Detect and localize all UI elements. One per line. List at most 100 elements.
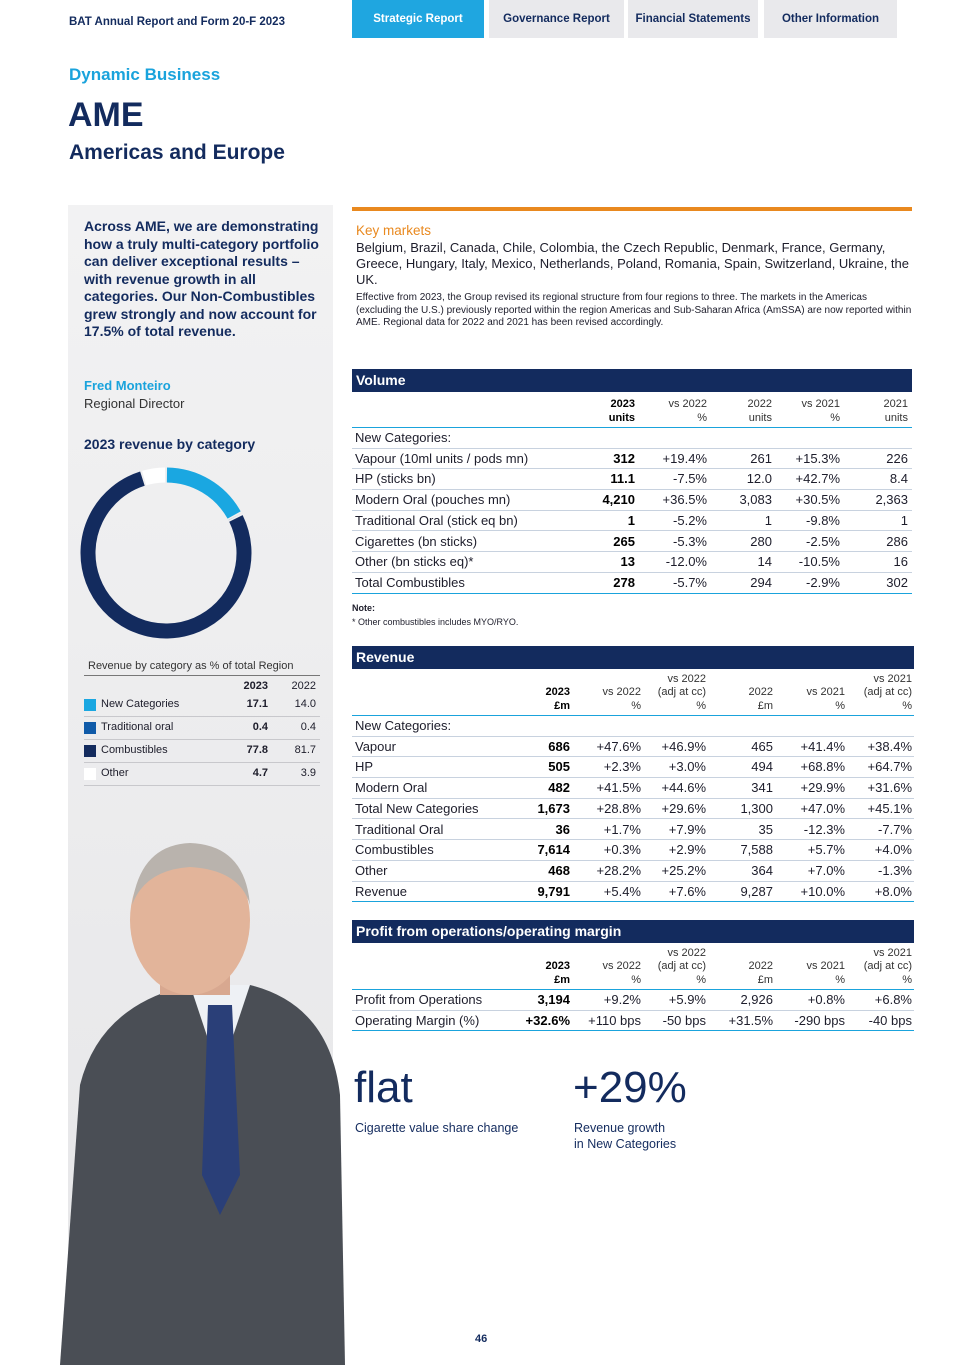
tab[interactable]: Strategic Report bbox=[352, 0, 484, 38]
table-cell: +38.4% bbox=[867, 738, 912, 754]
legend-value: 14.0 bbox=[294, 698, 316, 710]
table-cell: +2.3% bbox=[603, 759, 641, 775]
person-name: Fred Monteiro bbox=[84, 378, 171, 393]
column-header: % bbox=[835, 973, 845, 986]
donut-segment bbox=[142, 467, 166, 486]
table-cell: -10.5% bbox=[798, 554, 840, 570]
table-cell: +10.0% bbox=[800, 883, 845, 899]
column-header: vs 2021 bbox=[873, 946, 912, 959]
data-table: Volume 2023 units vs 2022% 2022 units vs 2021%… bbox=[352, 369, 912, 594]
column-header: vs 2022 bbox=[667, 946, 706, 959]
table-cell: 505 bbox=[548, 759, 570, 775]
table-cell: 482 bbox=[548, 780, 570, 796]
table-cell: 8.4 bbox=[889, 471, 908, 487]
legend-label: New Categories bbox=[101, 698, 180, 710]
table-row: HP 505 +2.3% +3.0% 494 +68.8% +64.7% bbox=[352, 757, 914, 779]
column-header: £m bbox=[757, 699, 773, 712]
legend-value: 81.7 bbox=[294, 744, 316, 756]
stat-label: Cigarette value share change bbox=[355, 1121, 519, 1135]
table-cell: 12.0 bbox=[746, 471, 772, 487]
page-title: AME bbox=[68, 96, 144, 134]
table-cell: 1 bbox=[900, 512, 908, 528]
table-cell: +45.1% bbox=[867, 800, 912, 816]
row-label: Revenue bbox=[355, 883, 408, 899]
accent-bar bbox=[352, 207, 912, 211]
table-cell: 2,363 bbox=[875, 492, 908, 508]
table-cell: +2.9% bbox=[668, 842, 706, 858]
table-row: New Categories: bbox=[352, 716, 914, 737]
table-row: Revenue 9,791 +5.4% +7.6% 9,287 +10.0% +8.0% bbox=[352, 882, 914, 903]
table-cell: +7.9% bbox=[668, 821, 706, 837]
tab[interactable]: Other Information bbox=[764, 0, 897, 38]
table-cell: -12.3% bbox=[803, 821, 845, 837]
section-label: Dynamic Business bbox=[69, 65, 221, 84]
table-cell: 13 bbox=[620, 554, 635, 570]
table-cell: 9,791 bbox=[537, 883, 570, 899]
legend-swatch bbox=[84, 699, 96, 711]
table-cell: -2.5% bbox=[806, 533, 840, 549]
rule bbox=[84, 675, 320, 676]
row-label: Total Combustibles bbox=[355, 574, 465, 590]
table-cell: 14 bbox=[757, 554, 772, 570]
tab[interactable]: Governance Report bbox=[489, 0, 624, 38]
table-cell: +19.4% bbox=[662, 450, 707, 466]
table-row: Other (bn sticks eq)* 13 -12.0% 14 -10.5% 16 bbox=[352, 552, 912, 573]
table-cell: +44.6% bbox=[661, 780, 706, 796]
column-header: % bbox=[830, 411, 840, 424]
header-rule bbox=[352, 989, 914, 990]
table-row: Operating Margin (%) +32.6% +110 bps -50 bp… bbox=[352, 1011, 914, 1032]
column-header: units bbox=[884, 411, 908, 424]
table-cell: +30.5% bbox=[795, 492, 840, 508]
table-cell: 1,673 bbox=[537, 800, 570, 816]
chart-title: 2023 revenue by category bbox=[84, 436, 256, 452]
legend-label: Combustibles bbox=[101, 744, 168, 756]
legend-value: 4.7 bbox=[252, 767, 268, 779]
stat-label: Revenue growth bbox=[574, 1121, 666, 1135]
table-cell: +25.2% bbox=[661, 862, 706, 878]
tab[interactable]: Financial Statements bbox=[628, 0, 758, 38]
column-header: % bbox=[902, 699, 912, 712]
table-cell: 341 bbox=[751, 780, 773, 796]
table-title: Volume bbox=[352, 369, 912, 392]
table-cell: +36.5% bbox=[662, 492, 707, 508]
row-label: Vapour bbox=[355, 738, 396, 754]
table-cell: +41.4% bbox=[800, 738, 845, 754]
column-header: £m bbox=[757, 973, 773, 986]
table-cell: +4.0% bbox=[874, 842, 912, 858]
table-cell: +31.5% bbox=[728, 1012, 773, 1028]
header-rule bbox=[352, 427, 912, 428]
page-subtitle: Americas and Europe bbox=[69, 141, 285, 164]
note-label: Note: bbox=[352, 603, 375, 613]
table-cell: 494 bbox=[751, 759, 773, 775]
table-cell: 1,300 bbox=[740, 800, 773, 816]
table-cell: 280 bbox=[750, 533, 772, 549]
legend-swatch bbox=[84, 768, 96, 780]
row-label: New Categories: bbox=[355, 718, 452, 733]
table-row: Profit from Operations 3,194 +9.2% +5.9% 2,9… bbox=[352, 990, 914, 1011]
row-label: HP bbox=[355, 759, 374, 775]
column-header: vs 2022 bbox=[602, 960, 641, 972]
table-cell: 3,194 bbox=[537, 992, 570, 1007]
table-cell: +47.0% bbox=[800, 800, 845, 816]
column-header: 2023 bbox=[243, 680, 268, 692]
table-cell: 686 bbox=[548, 738, 570, 754]
table-row: Modern Oral 482 +41.5% +44.6% 341 +29.9% +31.6… bbox=[352, 778, 914, 799]
column-header: 2022 bbox=[748, 960, 773, 972]
table-row: HP (sticks bn) 11.1 -7.5% 12.0 +42.7% 8.4 bbox=[352, 469, 912, 491]
table-row: Modern Oral (pouches mn) 4,210 +36.5% 3,083… bbox=[352, 490, 912, 511]
table-cell: +7.6% bbox=[668, 883, 706, 899]
table-cell: -40 bps bbox=[868, 1012, 912, 1028]
table-row: Total Combustibles 278 -5.7% 294 -2.9% 302 bbox=[352, 573, 912, 594]
legend-label: Traditional oral bbox=[101, 721, 174, 733]
donut-chart bbox=[80, 467, 252, 639]
table-cell: -290 bps bbox=[794, 1012, 845, 1028]
table-cell: +5.4% bbox=[603, 883, 641, 899]
table-cell: +64.7% bbox=[867, 759, 912, 775]
header-rule bbox=[352, 715, 914, 716]
legend-value: 77.8 bbox=[246, 744, 268, 756]
table-cell: +41.5% bbox=[596, 780, 641, 796]
table-cell: -2.9% bbox=[806, 574, 840, 590]
row-label: HP (sticks bn) bbox=[355, 471, 436, 487]
portrait bbox=[60, 843, 345, 1365]
